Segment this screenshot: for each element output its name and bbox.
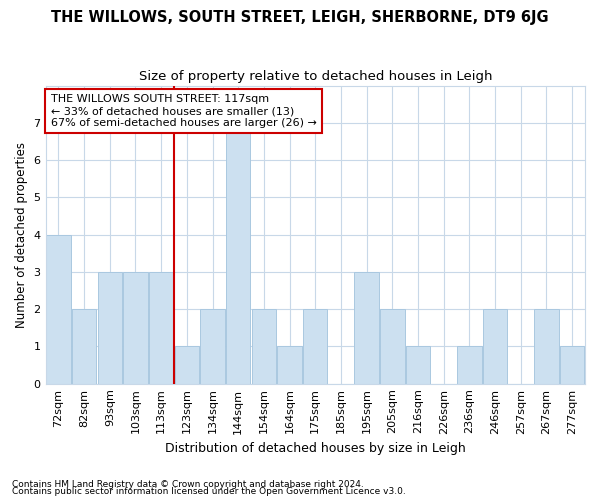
Bar xyxy=(200,309,225,384)
Bar xyxy=(149,272,173,384)
Bar xyxy=(226,123,250,384)
Text: Contains public sector information licensed under the Open Government Licence v3: Contains public sector information licen… xyxy=(12,488,406,496)
Bar xyxy=(380,309,404,384)
Bar xyxy=(560,346,584,384)
X-axis label: Distribution of detached houses by size in Leigh: Distribution of detached houses by size … xyxy=(165,442,466,455)
Bar xyxy=(98,272,122,384)
Bar xyxy=(46,234,71,384)
Bar xyxy=(406,346,430,384)
Bar xyxy=(457,346,482,384)
Text: THE WILLOWS SOUTH STREET: 117sqm
← 33% of detached houses are smaller (13)
67% o: THE WILLOWS SOUTH STREET: 117sqm ← 33% o… xyxy=(51,94,317,128)
Text: THE WILLOWS, SOUTH STREET, LEIGH, SHERBORNE, DT9 6JG: THE WILLOWS, SOUTH STREET, LEIGH, SHERBO… xyxy=(51,10,549,25)
Bar xyxy=(355,272,379,384)
Bar xyxy=(251,309,276,384)
Bar xyxy=(483,309,507,384)
Bar xyxy=(534,309,559,384)
Bar xyxy=(72,309,96,384)
Bar xyxy=(277,346,302,384)
Bar xyxy=(175,346,199,384)
Y-axis label: Number of detached properties: Number of detached properties xyxy=(15,142,28,328)
Bar xyxy=(303,309,328,384)
Bar xyxy=(123,272,148,384)
Title: Size of property relative to detached houses in Leigh: Size of property relative to detached ho… xyxy=(139,70,492,83)
Text: Contains HM Land Registry data © Crown copyright and database right 2024.: Contains HM Land Registry data © Crown c… xyxy=(12,480,364,489)
